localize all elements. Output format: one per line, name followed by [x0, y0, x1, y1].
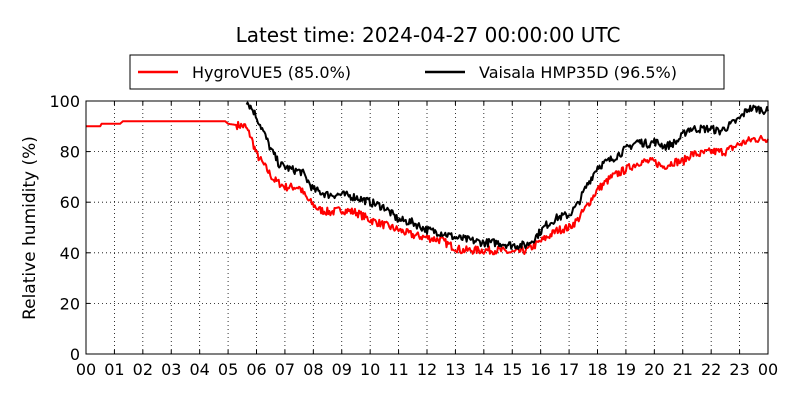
series-line-1 [245, 101, 769, 250]
x-tick-label: 16 [530, 360, 550, 379]
x-tick-label: 04 [189, 360, 209, 379]
x-tick-label: 07 [275, 360, 295, 379]
ticks [85, 100, 769, 355]
x-tick-label: 20 [644, 360, 664, 379]
x-tick-label: 02 [133, 360, 153, 379]
x-tick-label: 01 [104, 360, 124, 379]
legend-label-vaisala: Vaisala HMP35D (96.5%) [479, 63, 677, 82]
x-tick-label: 03 [161, 360, 181, 379]
x-tick-label: 19 [616, 360, 636, 379]
y-tick-label: 20 [60, 294, 80, 313]
x-tick-label: 06 [246, 360, 266, 379]
x-tick-label: 12 [417, 360, 437, 379]
x-tick-label: 22 [701, 360, 721, 379]
y-tick-label: 60 [60, 193, 80, 212]
x-tick-label: 00 [758, 360, 778, 379]
legend: HygroVUE5 (85.0%) Vaisala HMP35D (96.5%) [129, 54, 725, 90]
tick-labels: 00 01 02 03 04 05 06 07 08 09 10 11 12 13 14 15 16 17 18 19… [49, 92, 778, 379]
x-tick-label: 15 [502, 360, 522, 379]
x-tick-label: 10 [360, 360, 380, 379]
legend-label-hygrovue5: HygroVUE5 (85.0%) [192, 63, 351, 82]
x-tick-label: 23 [729, 360, 749, 379]
series-line-0 [86, 120, 769, 256]
x-tick-label: 18 [587, 360, 607, 379]
x-tick-label: 11 [388, 360, 408, 379]
x-tick-label: 21 [673, 360, 693, 379]
chart-title: Latest time: 2024-04-27 00:00:00 UTC [236, 23, 621, 47]
y-tick-label: 80 [60, 143, 80, 162]
x-tick-label: 08 [303, 360, 323, 379]
x-tick-label: 05 [218, 360, 238, 379]
y-tick-label: 40 [60, 244, 80, 263]
x-tick-label: 00 [76, 360, 96, 379]
y-tick-label: 0 [70, 345, 80, 364]
x-tick-label: 13 [445, 360, 465, 379]
series-layer [86, 101, 769, 256]
y-axis-label: Relative humidity (%) [20, 136, 40, 320]
y-tick-label: 100 [49, 92, 80, 111]
x-tick-label: 14 [474, 360, 494, 379]
x-tick-label: 17 [559, 360, 579, 379]
grid [86, 101, 768, 354]
x-tick-label: 09 [332, 360, 352, 379]
